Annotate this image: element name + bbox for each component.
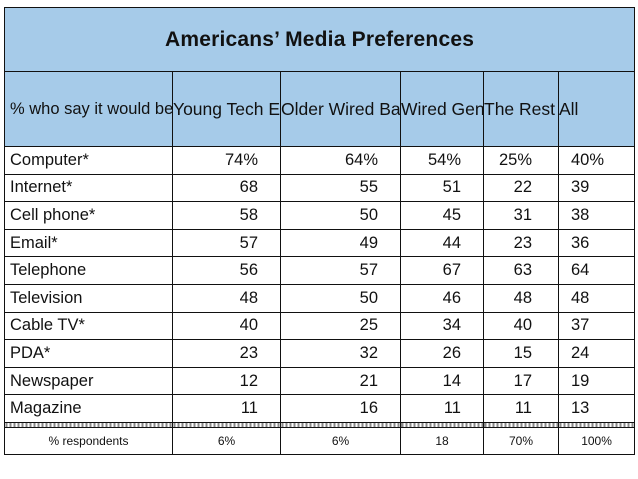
table-row: Telephone 56 57 67 63 64: [4, 256, 636, 285]
media-preferences-table-frame: Americans’ Media Preferences % who say i…: [3, 7, 636, 477]
table-cell: 64: [557, 256, 636, 285]
table-cell: 40%: [557, 146, 636, 175]
table-cell: 23: [483, 228, 559, 258]
table-cell: 57: [280, 256, 401, 285]
table-cell: 50: [280, 283, 401, 313]
table-cell: 25%: [483, 146, 559, 175]
table-cell: 16: [280, 394, 401, 423]
table-cell: 49: [280, 228, 401, 258]
table-cell: 51: [400, 173, 484, 203]
table-cell: 11: [483, 394, 559, 423]
table-cell: 11: [400, 394, 484, 423]
table-cell: 26: [400, 339, 484, 368]
column-header-wired-gen-xers: Wired Gen- Xers: [400, 71, 484, 147]
table-cell: 48: [557, 283, 636, 313]
column-header-young-tech-elites: Young Tech Elites: [172, 71, 281, 147]
table-cell: 44: [400, 228, 484, 258]
respondents-cell: 100%: [557, 426, 636, 455]
table-cell: 36: [557, 228, 636, 258]
table-title: Americans’ Media Preferences: [3, 7, 636, 72]
table-cell: 13: [557, 394, 636, 423]
table-row: Computer* 74% 64% 54% 25% 40%: [4, 146, 636, 175]
row-label: Telephone: [4, 256, 173, 285]
table-cell: 39: [557, 173, 636, 203]
table-row: PDA* 23 32 26 15 24: [4, 339, 636, 368]
table-row: Email* 57 49 44 23 36: [4, 228, 636, 258]
row-label: Television: [4, 283, 173, 313]
respondents-cell: 70%: [483, 426, 559, 455]
row-label: Magazine: [4, 394, 173, 423]
table-cell: 40: [172, 311, 281, 341]
table-cell: 57: [172, 228, 281, 258]
row-label: Cell phone*: [4, 201, 173, 230]
respondents-label: % respondents: [4, 426, 173, 455]
table-cell: 34: [400, 311, 484, 341]
table-cell: 58: [172, 201, 281, 230]
table-cell: 68: [172, 173, 281, 203]
table-cell: 17: [483, 366, 559, 396]
table-cell: 31: [483, 201, 559, 230]
respondents-row: % respondents 6% 6% 18 70% 100%: [4, 426, 636, 455]
table-cell: 14: [400, 366, 484, 396]
table-cell: 15: [483, 339, 559, 368]
table-row: Cable TV* 40 25 34 40 37: [4, 311, 636, 341]
row-label: PDA*: [4, 339, 173, 368]
table-cell: 21: [280, 366, 401, 396]
table-row: Cell phone* 58 50 45 31 38: [4, 201, 636, 230]
table-row: Magazine 11 16 11 11 13: [4, 394, 636, 423]
table-cell: 56: [172, 256, 281, 285]
table-cell: 23: [172, 339, 281, 368]
table-cell: 74%: [172, 146, 281, 175]
table-cell: 55: [280, 173, 401, 203]
table-cell: 32: [280, 339, 401, 368]
table-cell: 67: [400, 256, 484, 285]
table-cell: 24: [557, 339, 636, 368]
table-body: Computer* 74% 64% 54% 25% 40% Internet* 68 55 51 2…: [4, 146, 636, 455]
table-cell: 54%: [400, 146, 484, 175]
table-cell: 45: [400, 201, 484, 230]
table-cell: 64%: [280, 146, 401, 175]
table-cell: 38: [557, 201, 636, 230]
table-cell: 63: [483, 256, 559, 285]
respondents-cell: 18: [400, 426, 484, 455]
table-cell: 48: [483, 283, 559, 313]
column-header-older-wired-baby-boomers: Older Wired Baby Boomers: [280, 71, 401, 147]
column-header-question: % who say it would be “very hard” to giv…: [4, 71, 173, 147]
table-row: Newspaper 12 21 14 17 19: [4, 366, 636, 396]
table-cell: 37: [557, 311, 636, 341]
table-row: Internet* 68 55 51 22 39: [4, 173, 636, 203]
row-label: Computer*: [4, 146, 173, 175]
respondents-cell: 6%: [172, 426, 281, 455]
respondents-cell: 6%: [280, 426, 401, 455]
table-cell: 50: [280, 201, 401, 230]
table-cell: 22: [483, 173, 559, 203]
table-cell: 12: [172, 366, 281, 396]
table-row: Television 48 50 46 48 48: [4, 283, 636, 313]
row-label: Cable TV*: [4, 311, 173, 341]
table-cell: 46: [400, 283, 484, 313]
table-cell: 11: [172, 394, 281, 423]
column-header-all: All: [557, 71, 636, 147]
column-header-the-rest: The Rest: [483, 71, 559, 147]
table-cell: 40: [483, 311, 559, 341]
row-label: Email*: [4, 228, 173, 258]
table-cell: 48: [172, 283, 281, 313]
row-label: Newspaper: [4, 366, 173, 396]
table-cell: 25: [280, 311, 401, 341]
row-label: Internet*: [4, 173, 173, 203]
media-preferences-table: Americans’ Media Preferences % who say i…: [3, 7, 636, 455]
table-cell: 19: [557, 366, 636, 396]
